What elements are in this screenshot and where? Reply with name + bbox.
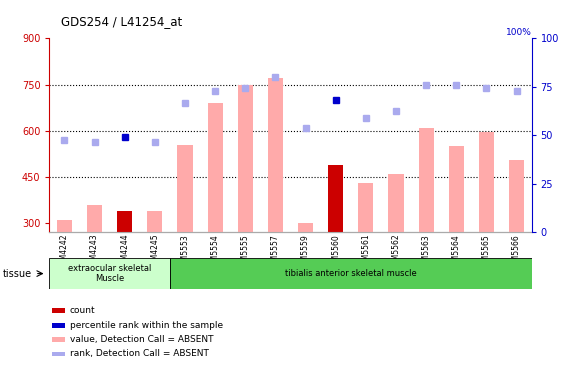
Bar xyxy=(57,220,72,232)
Bar xyxy=(49,258,170,289)
Text: GDS254 / L41254_at: GDS254 / L41254_at xyxy=(61,15,182,28)
Bar xyxy=(52,337,65,342)
Bar xyxy=(52,352,65,356)
Bar xyxy=(449,146,464,232)
Bar xyxy=(358,183,374,232)
Bar xyxy=(268,78,283,232)
Text: extraocular skeletal
Muscle: extraocular skeletal Muscle xyxy=(68,264,152,283)
Bar xyxy=(170,258,532,289)
Bar xyxy=(238,85,253,232)
Bar xyxy=(328,165,343,232)
Bar xyxy=(509,160,524,232)
Bar xyxy=(207,103,223,232)
Text: count: count xyxy=(70,306,95,315)
Bar xyxy=(177,145,192,232)
Text: tibialis anterior skeletal muscle: tibialis anterior skeletal muscle xyxy=(285,269,417,278)
Bar xyxy=(87,205,102,232)
Bar xyxy=(52,308,65,313)
Bar xyxy=(52,323,65,328)
Bar xyxy=(148,211,163,232)
Text: percentile rank within the sample: percentile rank within the sample xyxy=(70,321,223,330)
Text: tissue: tissue xyxy=(2,269,31,279)
Bar xyxy=(418,128,433,232)
Bar xyxy=(298,223,313,232)
Bar xyxy=(117,211,132,232)
Bar xyxy=(389,174,404,232)
Text: rank, Detection Call = ABSENT: rank, Detection Call = ABSENT xyxy=(70,350,209,358)
Text: value, Detection Call = ABSENT: value, Detection Call = ABSENT xyxy=(70,335,213,344)
Text: 100%: 100% xyxy=(505,29,532,37)
Bar xyxy=(479,132,494,232)
